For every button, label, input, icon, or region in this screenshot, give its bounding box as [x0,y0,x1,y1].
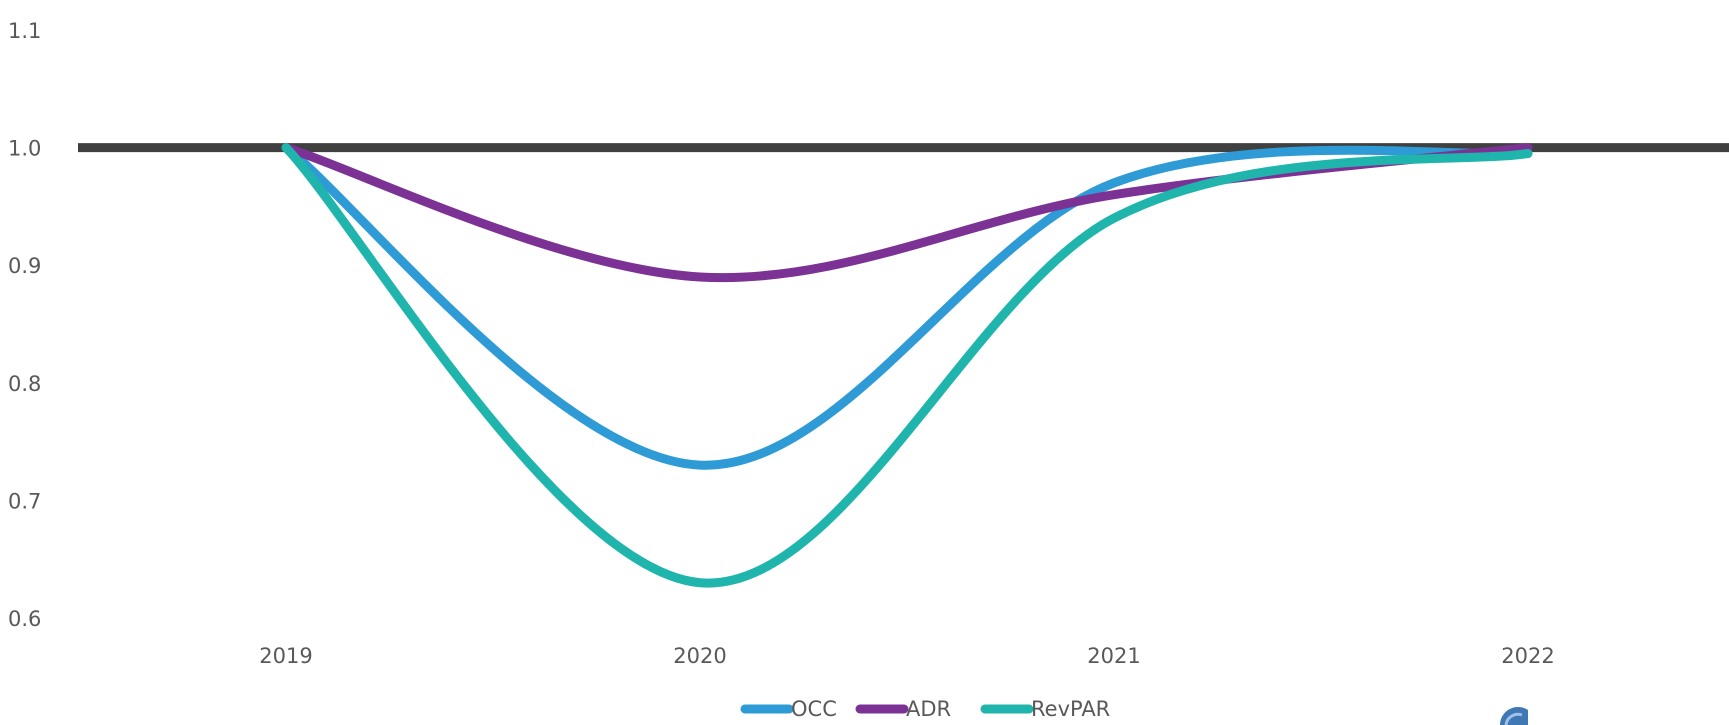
y-tick-label: 1.1 [8,19,41,43]
x-tick-label: 2019 [259,644,312,668]
series-line-revpar [281,143,1533,588]
legend: OCC ADR RevPAR [740,697,1110,721]
y-axis-tick-labels: 0.6 0.7 0.8 0.9 1.0 1.1 [8,19,41,631]
legend-label-adr: ADR [906,697,951,721]
y-tick-label: 0.8 [8,372,41,396]
series-lines [281,143,1533,588]
y-tick-label: 0.7 [8,489,41,513]
legend-label-revpar: RevPAR [1031,697,1110,721]
x-axis-tick-labels: 2019 2020 2021 2022 [259,644,1554,668]
y-tick-label: 0.6 [8,607,41,631]
series-line-occ [281,143,1533,470]
legend-label-occ: OCC [791,697,837,721]
x-tick-label: 2022 [1501,644,1554,668]
logo-mark [1500,706,1528,725]
x-tick-label: 2021 [1087,644,1140,668]
y-tick-label: 0.9 [8,254,41,278]
y-tick-label: 1.0 [8,137,41,161]
x-tick-label: 2020 [673,644,726,668]
